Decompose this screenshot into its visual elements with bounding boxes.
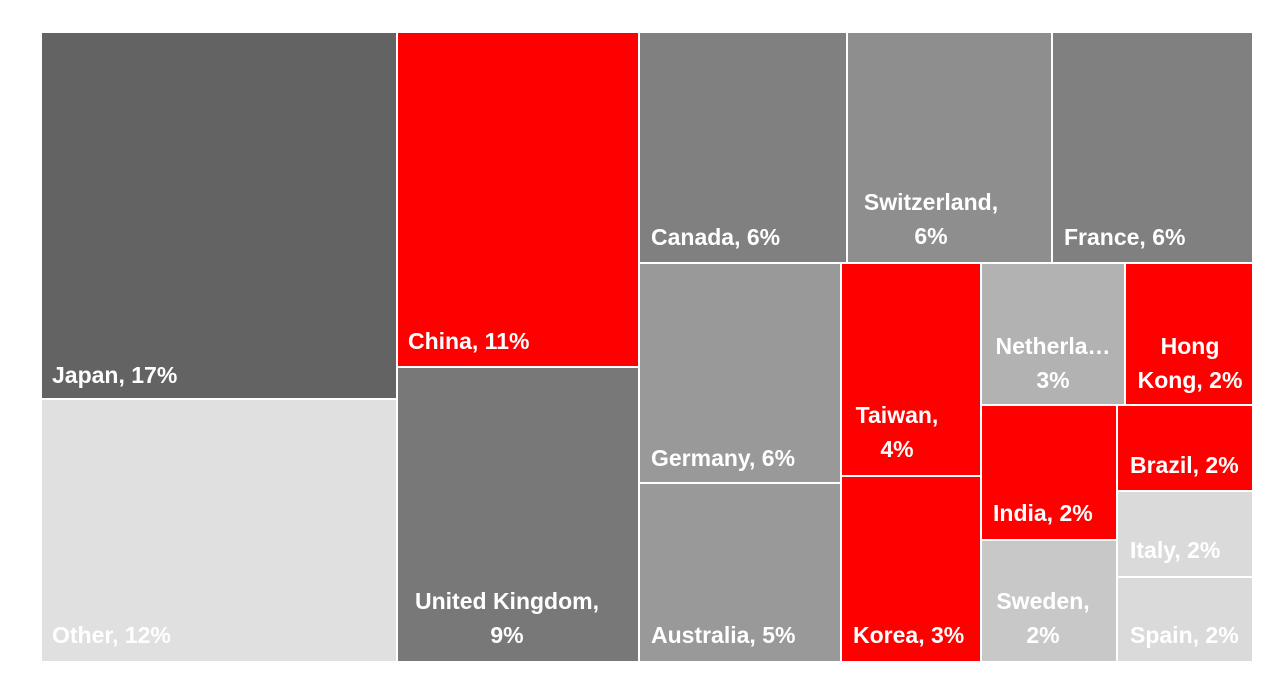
treemap-cell-france (1053, 33, 1252, 262)
treemap-cell-germany (640, 264, 840, 482)
treemap-cell-hong-kong (1126, 264, 1252, 404)
treemap-label-taiwan: Taiwan, 4% (856, 402, 939, 462)
treemap-cell-japan (42, 33, 396, 398)
treemap-cell-taiwan (842, 264, 980, 475)
treemap-label-other: Other, 12% (52, 622, 171, 648)
treemap-label-switzerland: Switzerland, 6% (864, 189, 998, 249)
treemap-label-netherlands: Netherla… 3% (995, 333, 1110, 393)
treemap-label-canada: Canada, 6% (651, 224, 780, 250)
treemap-cell-australia (640, 484, 840, 661)
treemap-label-korea: Korea, 3% (853, 622, 964, 648)
treemap-cell-sweden (982, 541, 1116, 661)
treemap-label-spain: Spain, 2% (1130, 622, 1239, 648)
treemap-cell-italy (1118, 492, 1252, 576)
treemap-cells (42, 33, 1252, 661)
treemap-label-australia: Australia, 5% (651, 622, 795, 648)
treemap-label-japan: Japan, 17% (52, 362, 177, 388)
treemap-labels: Japan, 17% Other, 12% China, 11% United Kin… (52, 189, 1242, 648)
treemap-label-sweden: Sweden, 2% (996, 588, 1089, 648)
treemap-cell-spain (1118, 578, 1252, 661)
treemap-label-india: India, 2% (993, 500, 1093, 526)
treemap-cell-brazil (1118, 406, 1252, 490)
treemap-cell-other (42, 400, 396, 661)
treemap-label-brazil: Brazil, 2% (1130, 452, 1239, 478)
treemap-label-hong-kong: Hong Kong, 2% (1138, 333, 1243, 393)
treemap-label-france: France, 6% (1064, 224, 1185, 250)
treemap-cell-india (982, 406, 1116, 539)
treemap-label-china: China, 11% (408, 328, 529, 354)
treemap-cell-switzerland (848, 33, 1051, 262)
treemap-cell-netherlands (982, 264, 1124, 404)
treemap-cell-korea (842, 477, 980, 661)
treemap-label-germany: Germany, 6% (651, 445, 795, 471)
treemap-cell-canada (640, 33, 846, 262)
treemap-cell-china (398, 33, 638, 366)
treemap-cell-united-kingdom (398, 368, 638, 661)
treemap-label-italy: Italy, 2% (1130, 537, 1220, 563)
treemap-label-united-kingdom: United Kingdom, 9% (415, 588, 599, 648)
